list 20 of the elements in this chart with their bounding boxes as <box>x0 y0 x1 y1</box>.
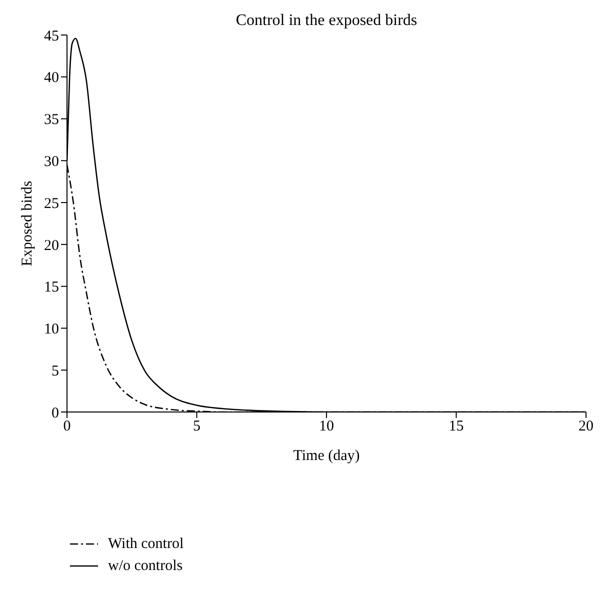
y-tick-label: 10 <box>44 322 59 338</box>
y-tick-label: 45 <box>44 28 59 44</box>
y-tick-label: 15 <box>44 280 59 296</box>
legend-label: With control <box>108 536 184 552</box>
y-tick-label: 20 <box>44 238 59 254</box>
legend-label: w/o controls <box>108 558 183 574</box>
x-axis-title: Time (day) <box>293 448 360 464</box>
y-tick-label: 40 <box>44 70 59 86</box>
x-tick-label: 0 <box>63 418 71 435</box>
y-tick-label: 25 <box>44 196 59 212</box>
x-tick-label: 5 <box>193 418 200 435</box>
y-tick-label: 0 <box>52 405 59 422</box>
x-tick-label: 10 <box>319 418 334 435</box>
x-tick-label: 20 <box>578 418 594 435</box>
y-tick-label: 35 <box>44 112 59 128</box>
y-tick-label: 30 <box>44 154 59 170</box>
x-tick-label: 15 <box>448 418 464 435</box>
y-axis-title: Exposed birds <box>19 180 36 266</box>
y-tick-label: 5 <box>52 363 59 380</box>
chart-title: Control in the exposed birds <box>234 12 418 30</box>
